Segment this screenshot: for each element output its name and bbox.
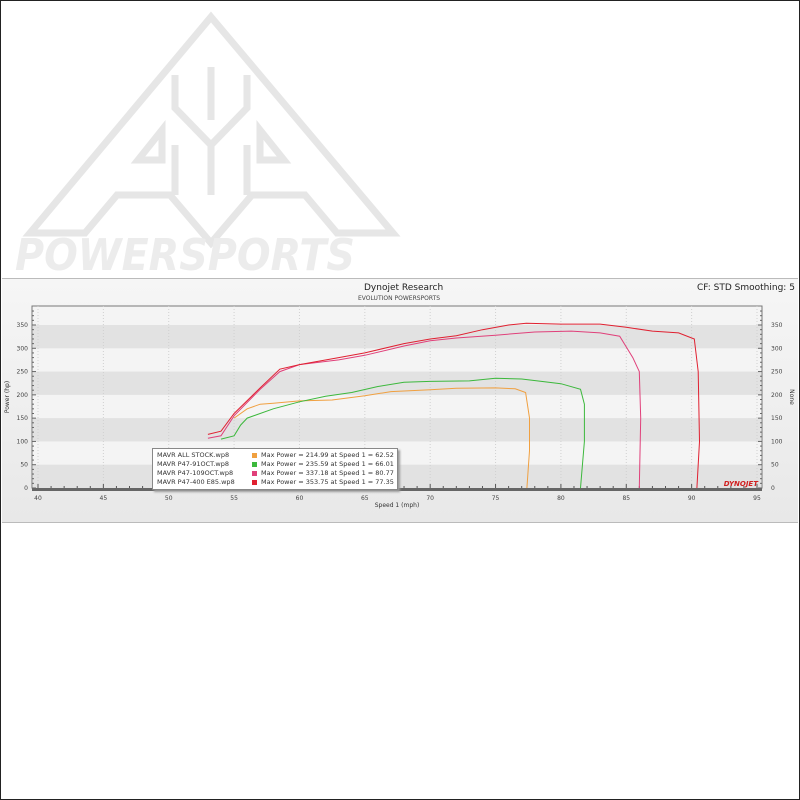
x-tick-label: 50 bbox=[165, 495, 173, 502]
y-right-tick-label: 150 bbox=[771, 415, 783, 422]
y-tick-label: 200 bbox=[17, 392, 29, 399]
legend-file-name: MAVR P47-91OCT.wp8 bbox=[157, 460, 229, 468]
y-tick-label: 0 bbox=[24, 485, 28, 492]
legend-entry: MAVR P47-400 E85.wp8 Max Power = 353.75 a… bbox=[157, 478, 395, 487]
x-tick-label: 75 bbox=[492, 495, 500, 502]
chart-title: Dynojet Research bbox=[364, 283, 444, 293]
x-tick-label: 55 bbox=[230, 495, 238, 502]
chart-subtitle: EVOLUTION POWERSPORTS bbox=[358, 295, 441, 302]
x-tick-label: 40 bbox=[34, 495, 42, 502]
legend-entry: MAVR P47-91OCT.wp8 Max Power = 235.59 at … bbox=[157, 460, 395, 469]
series-line-3 bbox=[207, 322, 701, 489]
correction-factor-label: CF: STD Smoothing: 5 bbox=[697, 283, 795, 293]
legend-file-name: MAVR P47-109OCT.wp8 bbox=[157, 469, 234, 477]
y-right-tick-label: 350 bbox=[771, 322, 783, 329]
y-tick-label: 100 bbox=[17, 438, 29, 445]
grid-band bbox=[33, 418, 761, 442]
x-tick-label: 60 bbox=[296, 495, 304, 502]
series-line-2 bbox=[207, 330, 642, 489]
dynojet-brand-mark: DYNOJET bbox=[724, 480, 760, 488]
legend-file-name: MAVR P47-400 E85.wp8 bbox=[157, 478, 235, 486]
y-tick-label: 50 bbox=[20, 462, 28, 469]
y-tick-label: 350 bbox=[17, 322, 29, 329]
legend-swatch bbox=[252, 471, 257, 476]
legend-file-name: MAVR ALL STOCK.wp8 bbox=[157, 451, 230, 459]
y-right-axis-label: None bbox=[788, 389, 795, 405]
grid-band bbox=[33, 325, 761, 349]
x-tick-label: 95 bbox=[753, 495, 761, 502]
x-tick-label: 85 bbox=[622, 495, 630, 502]
y-right-tick-label: 0 bbox=[771, 485, 775, 492]
legend-entry: MAVR P47-109OCT.wp8 Max Power = 337.18 at… bbox=[157, 469, 395, 478]
x-axis-label: Speed 1 (mph) bbox=[375, 502, 420, 509]
watermark-text: POWERSPORTS bbox=[15, 230, 355, 281]
legend-max-power: Max Power = 353.75 at Speed 1 = 77.35 bbox=[261, 478, 394, 486]
x-tick-label: 90 bbox=[688, 495, 696, 502]
y-right-tick-label: 50 bbox=[771, 462, 779, 469]
legend-swatch bbox=[252, 462, 257, 467]
y-tick-label: 300 bbox=[17, 345, 29, 352]
y-tick-label: 250 bbox=[17, 369, 29, 376]
legend-max-power: Max Power = 214.99 at Speed 1 = 62.52 bbox=[261, 451, 394, 459]
x-tick-label: 65 bbox=[361, 495, 369, 502]
y-right-tick-label: 300 bbox=[771, 345, 783, 352]
legend: MAVR ALL STOCK.wp8 Max Power = 214.99 at … bbox=[152, 448, 398, 490]
y-right-tick-label: 200 bbox=[771, 392, 783, 399]
series-line-1 bbox=[220, 377, 585, 489]
y-tick-label: 150 bbox=[17, 415, 29, 422]
legend-max-power: Max Power = 235.59 at Speed 1 = 66.01 bbox=[261, 460, 394, 468]
series-line-0 bbox=[233, 387, 530, 489]
x-tick-label: 80 bbox=[557, 495, 565, 502]
y-right-tick-label: 100 bbox=[771, 438, 783, 445]
asa-powersports-logo: POWERSPORTS bbox=[15, 11, 401, 281]
y-axis-label: Power (hp) bbox=[4, 381, 11, 413]
legend-max-power: Max Power = 337.18 at Speed 1 = 80.77 bbox=[261, 469, 394, 477]
x-tick-label: 45 bbox=[100, 495, 108, 502]
legend-entry: MAVR ALL STOCK.wp8 Max Power = 214.99 at … bbox=[157, 451, 395, 460]
legend-swatch bbox=[252, 453, 257, 458]
x-tick-label: 70 bbox=[426, 495, 434, 502]
legend-swatch bbox=[252, 480, 257, 485]
y-right-tick-label: 250 bbox=[771, 369, 783, 376]
